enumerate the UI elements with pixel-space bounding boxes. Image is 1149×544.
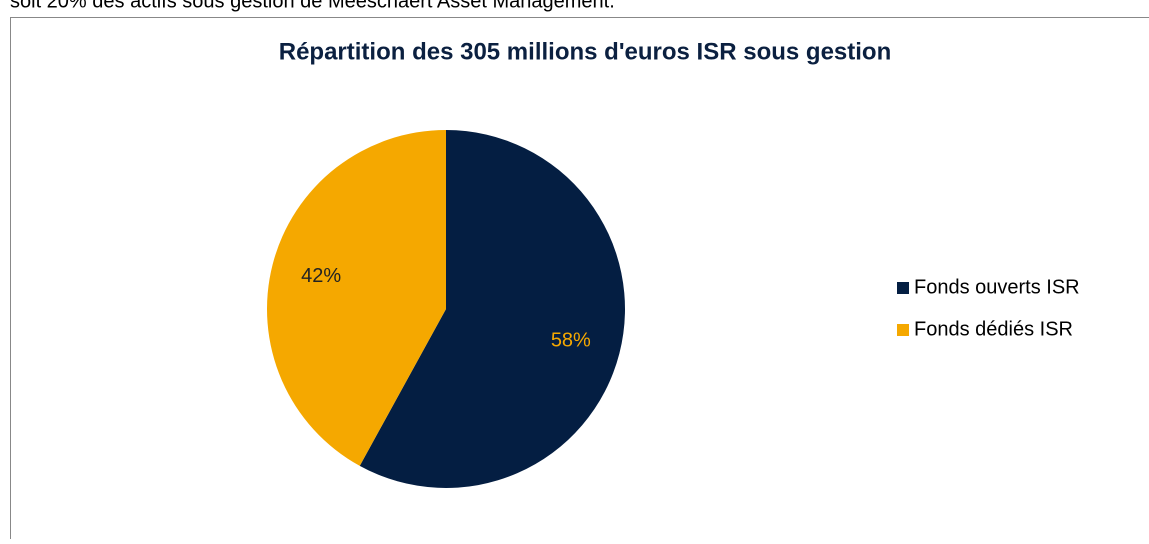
intro-text: soit 20% des actifs sous gestion de Mees… [10,0,615,12]
chart-title: Répartition des 305 millions d'euros ISR… [279,38,892,65]
data-label: 42% [301,265,341,287]
data-label: 58% [551,329,591,351]
legend-label: Fonds ouverts ISR [914,276,1080,298]
legend-swatch [897,324,909,336]
legend-label: Fonds dédiés ISR [914,318,1073,340]
legend-swatch [897,282,909,294]
